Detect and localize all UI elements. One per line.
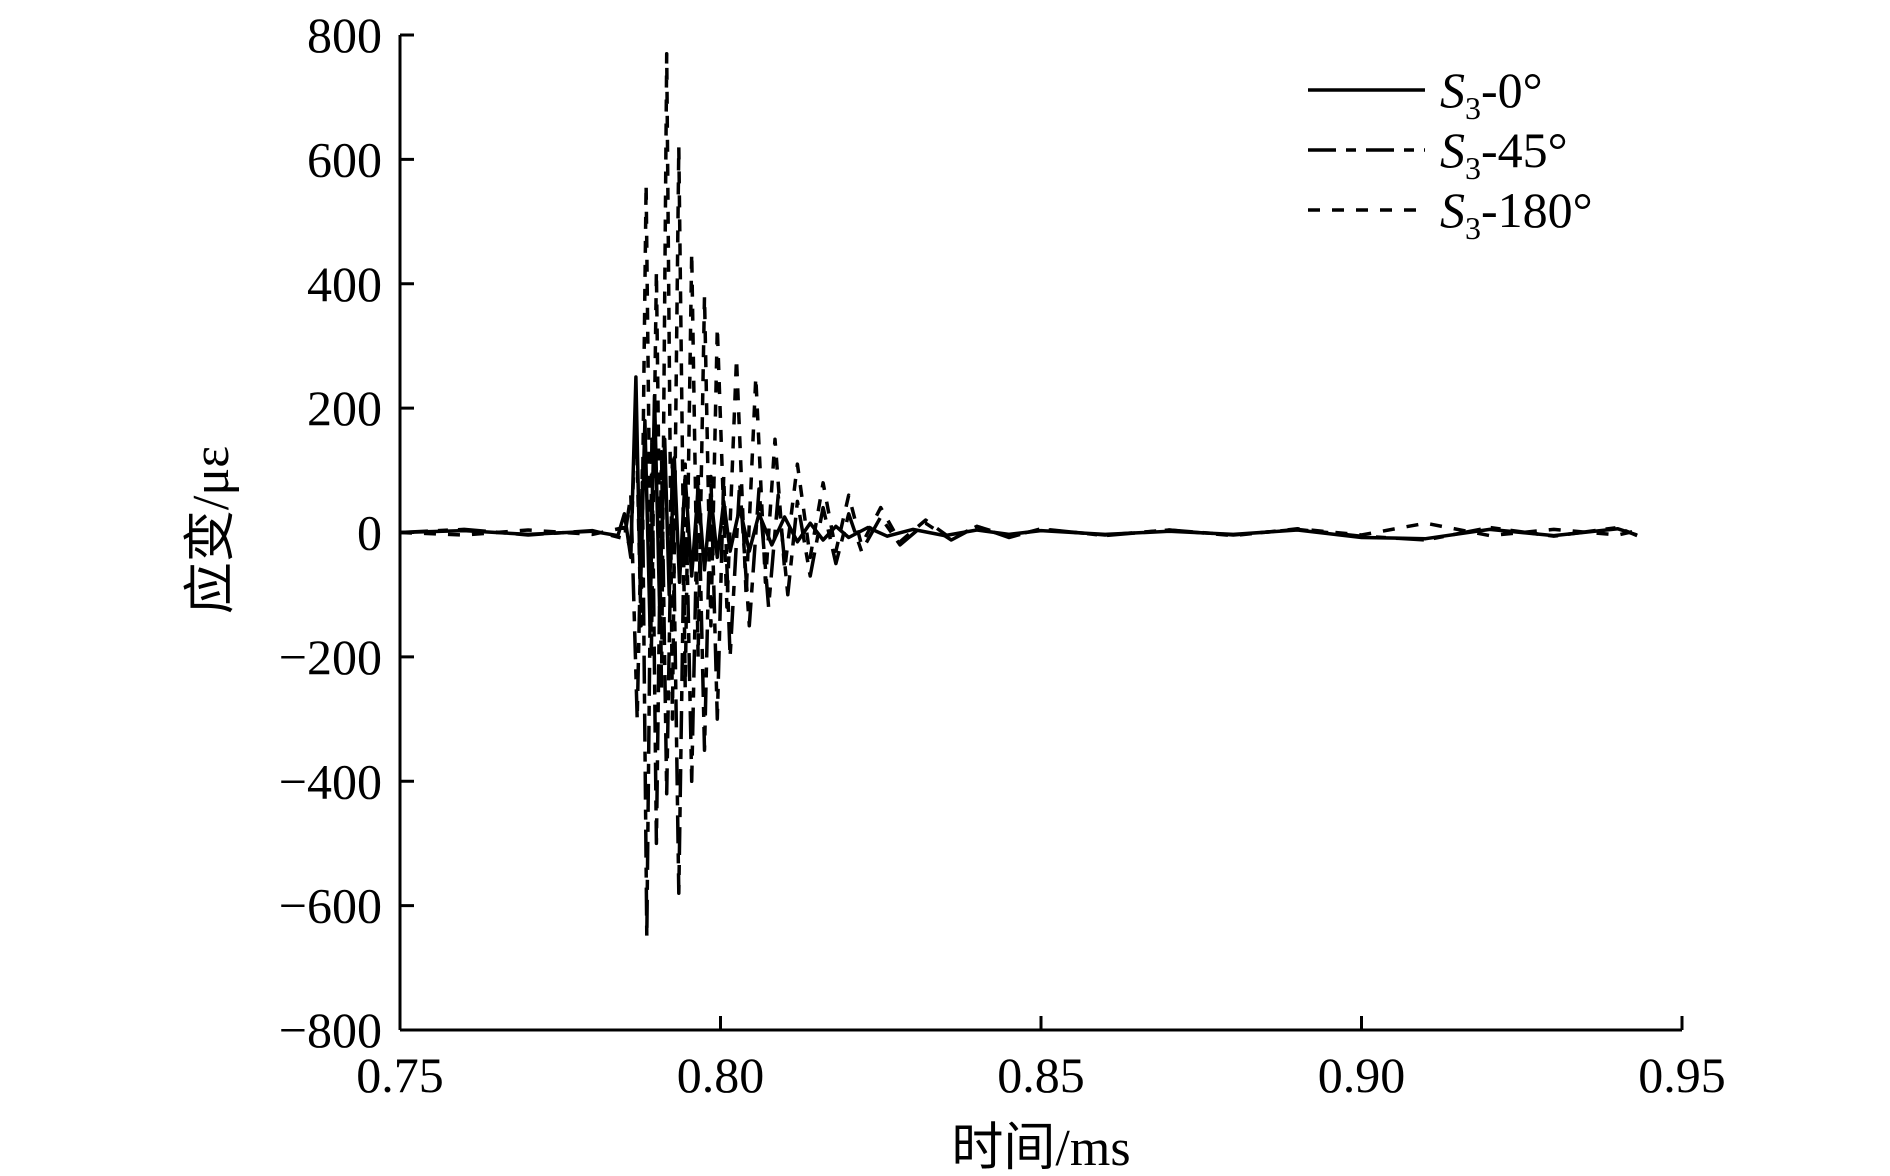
legend-label: S3-45° [1440,122,1568,186]
y-tick-label: −200 [279,629,382,685]
y-tick-label: 800 [307,7,382,63]
y-tick-label: −400 [279,753,382,809]
y-ticks: 800 600 400 200 0 −200 −400 −600 −800 [279,7,414,1058]
y-tick-label: 0 [357,505,382,561]
legend-label: S3-0° [1440,62,1543,126]
legend: S3-0°S3-45°S3-180° [1308,62,1593,246]
legend-label-main: S [1440,182,1465,238]
legend-label-main: S [1440,62,1465,118]
series-line-2 [399,437,1638,939]
x-tick-label: 0.95 [1638,1047,1726,1103]
y-tick-label: 200 [307,380,382,436]
series-line-3 [399,51,1638,721]
y-tick-label: −800 [279,1002,382,1058]
x-axis-title: 时间/ms [951,1120,1130,1176]
y-tick-label: 400 [307,256,382,312]
x-ticks: 0.75 0.80 0.85 0.90 0.95 [356,1016,1726,1103]
x-tick-label: 0.75 [356,1047,444,1103]
legend-label-sub: 3 [1465,150,1481,186]
x-tick-label: 0.85 [997,1047,1085,1103]
legend-label-suffix: -180° [1481,182,1593,238]
legend-label-main: S [1440,122,1465,178]
legend-label-sub: 3 [1465,210,1481,246]
legend-label-suffix: -45° [1481,122,1568,178]
x-tick-label: 0.80 [677,1047,765,1103]
legend-label-sub: 3 [1465,90,1481,126]
series-group [399,51,1638,939]
legend-label-suffix: -0° [1481,62,1543,118]
y-tick-label: 600 [307,131,382,187]
y-axis-title: 应变/με [183,446,240,614]
y-tick-label: −600 [279,878,382,934]
series-line-1 [399,375,1638,628]
legend-label: S3-180° [1440,182,1593,246]
x-tick-label: 0.90 [1318,1047,1406,1103]
